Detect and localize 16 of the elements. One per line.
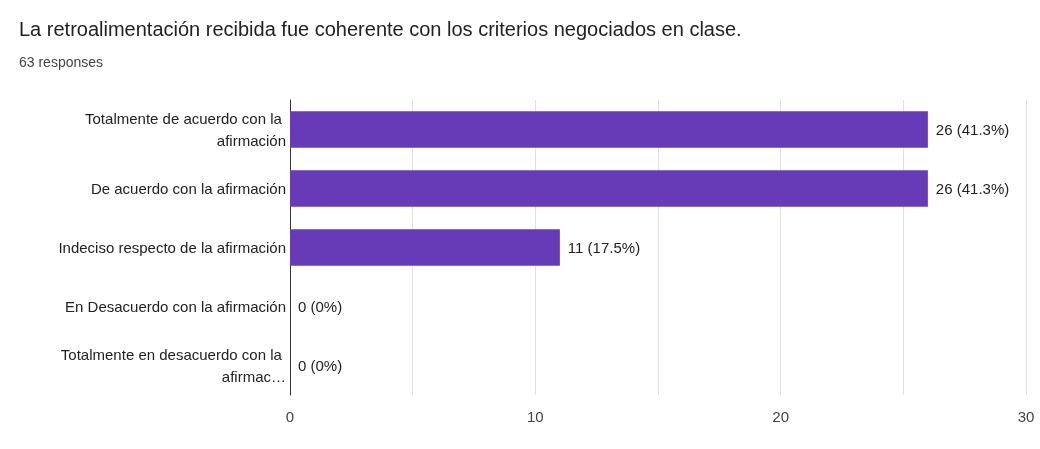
x-tick-label: 30: [1017, 408, 1035, 425]
text: 63 responses: [19, 54, 104, 70]
data-label: 0 (0%): [298, 357, 343, 374]
data-label: 26 (41.3%): [935, 180, 1010, 197]
y-tick-label: En Desacuerdo con la afirmación: [65, 298, 286, 315]
x-tick-label: 10: [526, 408, 544, 425]
x-tick-label: 0: [285, 408, 295, 425]
data-label: 11 (17.5%): [567, 239, 641, 256]
y-tick-label: De acuerdo con la afirmación: [90, 180, 286, 197]
y-tick-label: Indeciso respecto de la afirmación: [58, 239, 286, 256]
data-label: 0 (0%): [298, 298, 343, 315]
y-tick-label: Totalmente de acuerdo con la afirmación: [85, 110, 286, 149]
x-tick-label: 20: [772, 408, 790, 425]
data-label: 26 (41.3%): [935, 121, 1010, 138]
y-tick-label: Totalmente en desacuerdo con la afirmac…: [60, 346, 286, 385]
chart-title: La retroalimentación recibida fue coherente con los criterios negociados en clase.: [19, 18, 742, 40]
